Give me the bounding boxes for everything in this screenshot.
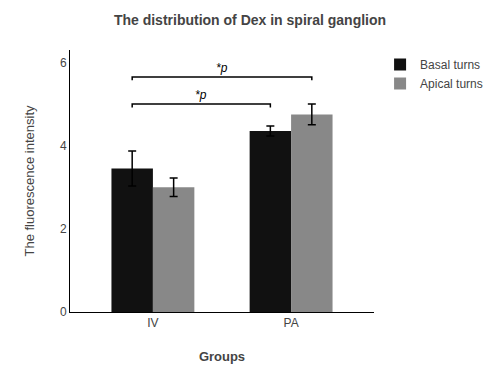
- svg-text:Apical turns: Apical turns: [420, 77, 483, 91]
- svg-text:4: 4: [60, 139, 67, 153]
- svg-text:6: 6: [60, 56, 67, 70]
- svg-text:2: 2: [60, 222, 67, 236]
- svg-text:The distribution of Dex in spi: The distribution of Dex in spiral gangli…: [114, 12, 386, 28]
- svg-text:*p: *p: [195, 88, 207, 102]
- svg-text:IV: IV: [147, 316, 158, 330]
- svg-text:PA: PA: [284, 316, 299, 330]
- svg-text:*p: *p: [216, 61, 228, 75]
- svg-text:0: 0: [60, 305, 67, 319]
- svg-text:The fluorescence intensity: The fluorescence intensity: [22, 105, 37, 257]
- svg-text:Groups: Groups: [199, 349, 245, 364]
- svg-text:Basal turns: Basal turns: [420, 58, 480, 72]
